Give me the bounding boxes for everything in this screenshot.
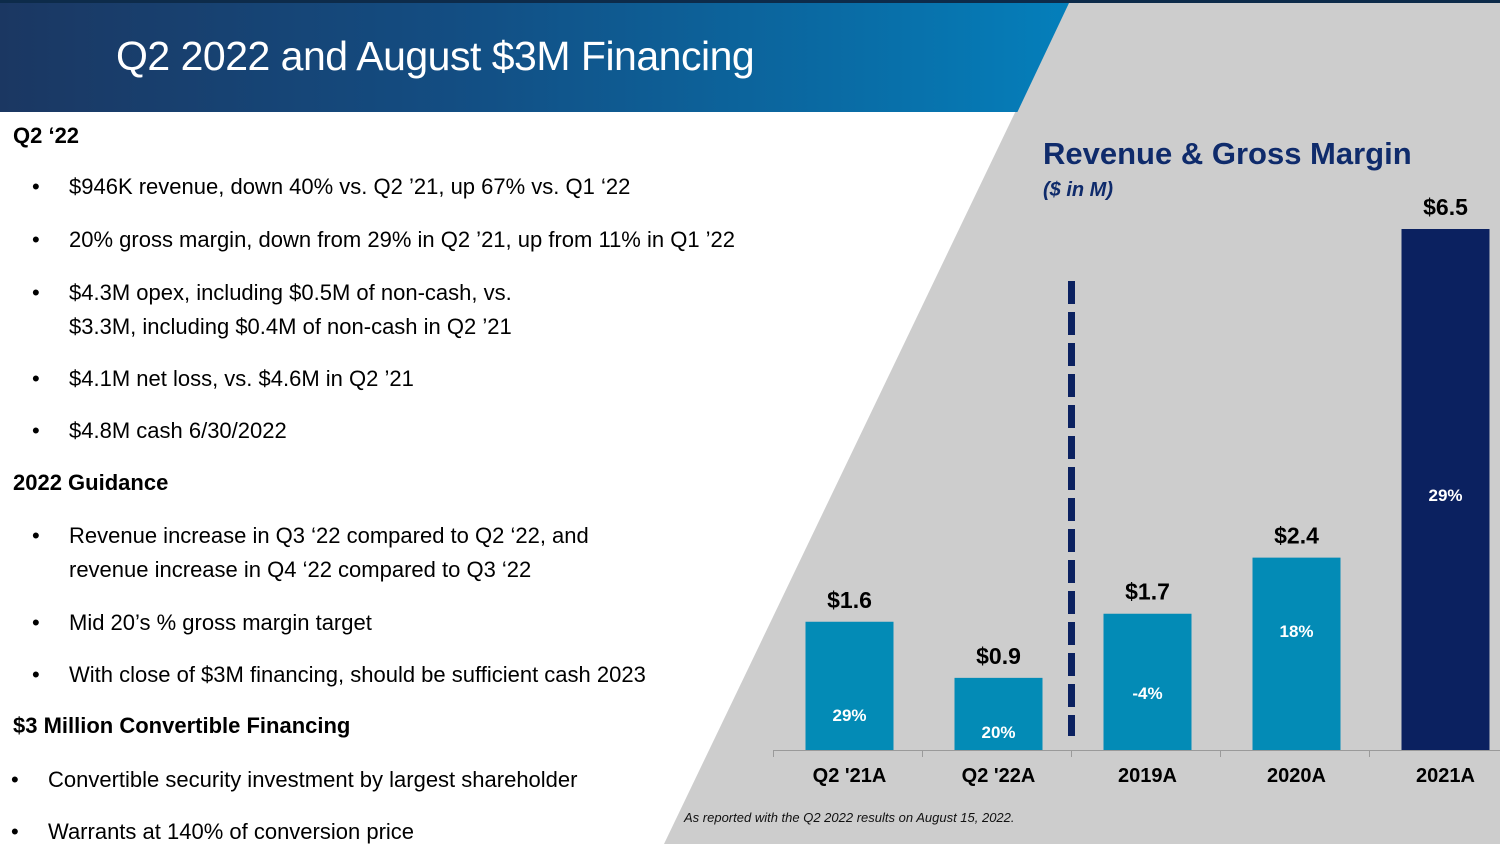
bar-value-label: $6.5 bbox=[1423, 194, 1468, 220]
bullet-text: $4.1M net loss, vs. $4.6M in Q2 ’21 bbox=[69, 366, 414, 391]
x-tick-label: 2021A bbox=[1416, 765, 1475, 787]
bullet-icon: • bbox=[32, 610, 40, 635]
x-tick-label: 2020A bbox=[1267, 765, 1326, 787]
bar-4 bbox=[1401, 229, 1490, 750]
bullet-icon: • bbox=[11, 819, 19, 844]
bar-1 bbox=[954, 677, 1043, 750]
x-tick-label: Q2 '21A bbox=[813, 765, 887, 787]
gross-margin-label: 18% bbox=[1279, 622, 1313, 641]
bullet-text: $946K revenue, down 40% vs. Q2 ’21, up 6… bbox=[69, 174, 631, 199]
bullet-icon: • bbox=[32, 174, 40, 199]
bullet-icon: • bbox=[32, 366, 40, 391]
gross-margin-label: 29% bbox=[832, 706, 866, 725]
gross-margin-label: -4% bbox=[1132, 684, 1162, 703]
summary-text: Q2 ‘22 • $946K revenue, down 40% vs. Q2 … bbox=[11, 123, 736, 844]
bullet-icon: • bbox=[32, 227, 40, 252]
x-tick-label: Q2 '22A bbox=[962, 765, 1036, 787]
bullet-text-continued: $3.3M, including $0.4M of non-cash in Q2… bbox=[69, 314, 512, 339]
chart-subtitle: ($ in M) bbox=[1043, 179, 1113, 201]
section-heading-financing: $3 Million Convertible Financing bbox=[13, 713, 351, 738]
gross-margin-label: 29% bbox=[1428, 486, 1462, 505]
chart-title: Revenue & Gross Margin bbox=[1043, 136, 1412, 171]
bar-0 bbox=[805, 621, 894, 750]
bar-value-label: $0.9 bbox=[976, 643, 1021, 669]
bullet-icon: • bbox=[32, 418, 40, 443]
bullet-text-continued: revenue increase in Q4 ‘22 compared to Q… bbox=[69, 557, 532, 582]
x-tick-label: 2019A bbox=[1118, 765, 1177, 787]
header-panel-cut bbox=[1016, 3, 1500, 115]
page-title: Q2 2022 and August $3M Financing bbox=[116, 33, 755, 79]
gross-margin-label: 20% bbox=[981, 723, 1015, 742]
bullet-icon: • bbox=[32, 662, 40, 687]
bullet-text: Warrants at 140% of conversion price bbox=[48, 819, 415, 844]
bars-layer: $1.6 29% Q2 '21A $0.9 20% Q2 '22A $1.7 -4% 2019A… bbox=[773, 194, 1500, 787]
bullet-text: Mid 20’s % gross margin target bbox=[69, 610, 372, 635]
bar-2 bbox=[1103, 613, 1192, 750]
bullet-text: 20% gross margin, down from 29% in Q2 ’2… bbox=[69, 227, 736, 252]
bullet-icon: • bbox=[11, 767, 19, 792]
bar-3 bbox=[1252, 557, 1341, 750]
header-top-rule bbox=[0, 0, 1500, 3]
bar-value-label: $1.7 bbox=[1125, 579, 1170, 605]
chart-footnote: As reported with the Q2 2022 results on … bbox=[684, 810, 1015, 825]
bar-value-label: $2.4 bbox=[1274, 523, 1319, 549]
bullet-text: $4.8M cash 6/30/2022 bbox=[69, 418, 287, 443]
bullet-icon: • bbox=[32, 523, 40, 548]
bullet-text: Convertible security investment by large… bbox=[48, 767, 578, 792]
bullet-text: Revenue increase in Q3 ‘22 compared to Q… bbox=[69, 523, 589, 548]
section-heading-q2: Q2 ‘22 bbox=[13, 123, 80, 148]
bullet-text: With close of $3M financing, should be s… bbox=[69, 662, 646, 687]
bar-value-label: $1.6 bbox=[827, 587, 872, 613]
bullet-text: $4.3M opex, including $0.5M of non-cash,… bbox=[69, 280, 512, 305]
bullet-icon: • bbox=[32, 280, 40, 305]
section-heading-guidance: 2022 Guidance bbox=[13, 470, 169, 495]
